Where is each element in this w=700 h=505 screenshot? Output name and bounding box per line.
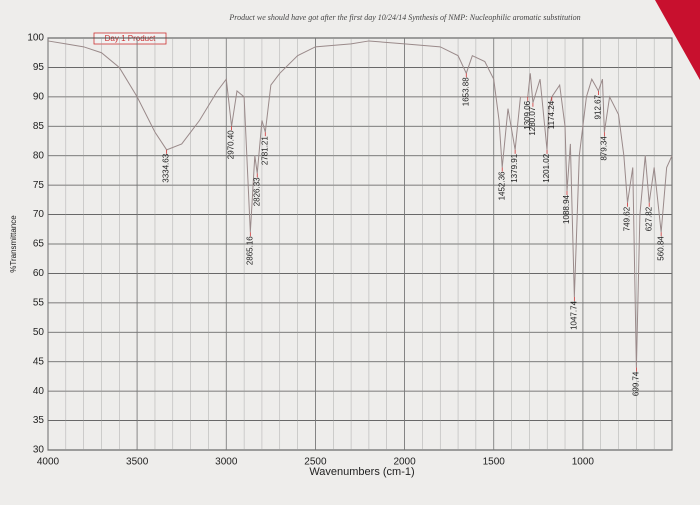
- peak-label: 1309.06: [523, 100, 532, 129]
- red-folder: [655, 0, 700, 80]
- y-tick-label: 45: [33, 356, 45, 367]
- y-tick-label: 85: [33, 121, 45, 132]
- peak-label: 1452.36: [497, 171, 506, 200]
- y-tick-label: 60: [33, 268, 45, 279]
- y-tick-label: 35: [33, 415, 45, 426]
- peak-label: 560.84: [656, 236, 665, 261]
- y-tick-label: 30: [33, 445, 45, 456]
- x-tick-label: 2000: [393, 457, 416, 468]
- y-tick-label: 40: [33, 386, 45, 397]
- y-tick-label: 65: [33, 239, 45, 250]
- peak-label: 1201.02: [542, 153, 551, 182]
- x-tick-label: 4000: [37, 457, 60, 468]
- peak-label: 1379.91: [510, 153, 519, 182]
- x-tick-label: 2500: [304, 457, 327, 468]
- chart-title: Product we should have got after the fir…: [228, 13, 580, 22]
- peak-label: 1280.07: [528, 106, 537, 135]
- y-tick-label: 75: [33, 180, 45, 191]
- x-tick-label: 1000: [572, 457, 595, 468]
- peak-label: 627.82: [644, 206, 653, 231]
- peak-label: 1088.94: [562, 194, 571, 223]
- peak-label: 1653.88: [461, 77, 470, 106]
- y-tick-label: 95: [33, 62, 45, 73]
- peak-label: 1174.24: [547, 100, 556, 129]
- peak-label: 699.74: [631, 371, 640, 396]
- peak-label: 749.62: [623, 206, 632, 231]
- x-tick-label: 3500: [126, 457, 149, 468]
- x-axis-label: Wavenumbers (cm-1): [309, 466, 414, 478]
- peak-label: 2781.21: [260, 136, 269, 165]
- y-tick-label: 90: [33, 91, 45, 102]
- peak-label: 912.67: [594, 94, 603, 119]
- peak-label: 2865.16: [245, 236, 254, 265]
- y-tick-label: 100: [27, 33, 44, 44]
- x-tick-label: 1500: [483, 457, 506, 468]
- x-tick-label: 3000: [215, 457, 238, 468]
- peak-label: 879.34: [599, 136, 608, 161]
- y-tick-label: 80: [33, 150, 45, 161]
- y-tick-label: 55: [33, 297, 45, 308]
- peak-label: 1047.74: [569, 300, 578, 329]
- peak-label: 3334.63: [162, 153, 171, 182]
- legend-label: Day 1 Product: [105, 34, 156, 43]
- peak-label: 2970.40: [227, 130, 236, 159]
- y-tick-label: 50: [33, 327, 45, 338]
- y-tick-label: 70: [33, 209, 45, 220]
- y-axis-label: %Transmittance: [9, 215, 18, 273]
- peak-label: 2826.33: [252, 177, 261, 206]
